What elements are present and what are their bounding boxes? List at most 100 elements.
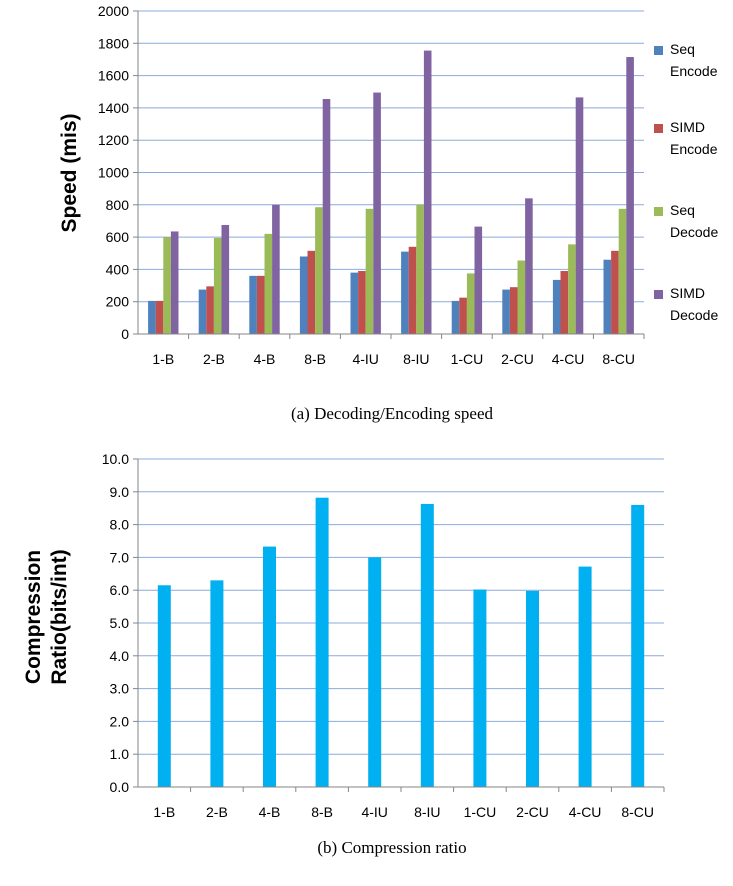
bar [272, 204, 280, 334]
bar [163, 237, 171, 334]
legend-label: Decode [670, 307, 718, 323]
y-tick-label: 1.0 [110, 746, 130, 762]
legend-label: Decode [670, 224, 718, 240]
x-tick-label: 2-B [206, 804, 228, 820]
bar [420, 503, 434, 787]
bar [525, 198, 533, 334]
bar [264, 233, 273, 334]
y-tick-label: 1600 [98, 68, 129, 84]
y-tick-label: 2.0 [110, 713, 130, 729]
bar [611, 250, 619, 334]
bar [603, 259, 612, 334]
y-tick-label: 9.0 [110, 484, 130, 500]
bar [213, 237, 222, 334]
x-tick-label: 4-B [254, 351, 276, 367]
bar [315, 497, 329, 787]
y-tick-label: 4.0 [110, 648, 130, 664]
compression-y-axis-title-line-2: Ratio(bits/int) [48, 549, 71, 684]
bar [299, 256, 308, 334]
speed-x-ticks: 1-B 2-B 4-B 8-B 4-IU 8-IU 1-CU 2-CU 4-CU 8-CU [152, 351, 635, 367]
compression-chart-caption: (b) Compression ratio [317, 838, 466, 857]
y-tick-label: 7.0 [110, 549, 130, 565]
y-tick-label: 200 [106, 294, 130, 310]
legend-swatch [654, 290, 663, 299]
y-tick-label: 5.0 [110, 615, 130, 631]
y-tick-label: 3.0 [110, 681, 130, 697]
speed-chart-caption: (a) Decoding/Encoding speed [291, 404, 494, 423]
bar [206, 286, 214, 334]
y-tick-label: 0.0 [110, 779, 130, 795]
bar [578, 566, 592, 787]
x-tick-label: 8-B [304, 351, 326, 367]
legend-label: SIMD [670, 119, 705, 135]
legend-label: Seq [670, 202, 695, 218]
bar [322, 99, 331, 334]
bar [307, 250, 316, 334]
x-tick-label: 4-CU [569, 804, 602, 820]
y-tick-label: 1800 [98, 35, 129, 51]
bar [368, 557, 382, 787]
legend-swatch [654, 124, 663, 133]
bar [373, 92, 381, 335]
bar [517, 260, 526, 334]
bar [256, 275, 265, 334]
bar [350, 272, 359, 334]
bar [526, 590, 539, 787]
bar [560, 271, 569, 334]
x-tick-label: 1-B [153, 804, 175, 820]
speed-y-axis-title: Speed (mis) [58, 113, 81, 232]
bar [423, 50, 432, 334]
speed-y-ticks: 0 200 400 600 800 1000 1200 1400 1600 1800 2000 [98, 3, 129, 342]
speed-axes [133, 10, 645, 339]
y-tick-label: 800 [106, 197, 130, 213]
bar [474, 226, 483, 334]
x-tick-label: 2-B [203, 351, 225, 367]
bar [575, 97, 584, 334]
x-tick-label: 4-CU [552, 351, 585, 367]
x-tick-label: 8-CU [602, 351, 635, 367]
y-tick-label: 10.0 [102, 451, 129, 467]
speed-bars [148, 50, 634, 335]
x-tick-label: 4-IU [352, 351, 378, 367]
legend-swatch [654, 46, 663, 55]
bar [210, 580, 224, 787]
bar [568, 244, 576, 334]
x-tick-label: 4-B [259, 804, 281, 820]
bar [631, 504, 645, 787]
bar [552, 279, 561, 334]
bar [451, 300, 460, 334]
y-tick-label: 0 [121, 326, 129, 342]
bar [466, 273, 475, 334]
y-tick-label: 1400 [98, 100, 129, 116]
x-tick-label: 2-CU [501, 351, 534, 367]
y-tick-label: 400 [106, 261, 130, 277]
x-tick-label: 8-IU [414, 804, 440, 820]
x-tick-label: 1-CU [464, 804, 497, 820]
y-tick-label: 1200 [98, 132, 129, 148]
y-tick-label: 600 [106, 229, 130, 245]
legend-label: SIMD [670, 285, 705, 301]
compression-y-axis-title-line-1: Compression [22, 550, 45, 684]
legend-swatch [654, 207, 663, 216]
compression-gridlines [138, 458, 664, 755]
legend-label: Encode [670, 141, 718, 157]
bar [155, 300, 164, 334]
bar [148, 300, 156, 334]
x-tick-label: 4-IU [361, 804, 387, 820]
bar [502, 289, 510, 334]
compression-y-ticks: 0.0 1.0 2.0 3.0 4.0 5.0 6.0 7.0 8.0 9.0 10.0 [102, 451, 129, 795]
speed-bar-chart: 0 200 400 600 800 1000 1200 1400 1600 1800 2000 1-… [58, 3, 718, 423]
y-tick-label: 1000 [98, 165, 129, 181]
x-tick-label: 2-CU [516, 804, 549, 820]
bar [459, 297, 467, 334]
bar [365, 208, 374, 334]
bar [249, 275, 257, 334]
x-tick-label: 8-B [311, 804, 333, 820]
bar [263, 546, 276, 787]
bar [221, 224, 230, 334]
compression-axes [133, 458, 665, 792]
bar [408, 246, 417, 334]
bar [626, 57, 634, 335]
bar [170, 231, 179, 334]
legend-label: Encode [670, 63, 718, 79]
